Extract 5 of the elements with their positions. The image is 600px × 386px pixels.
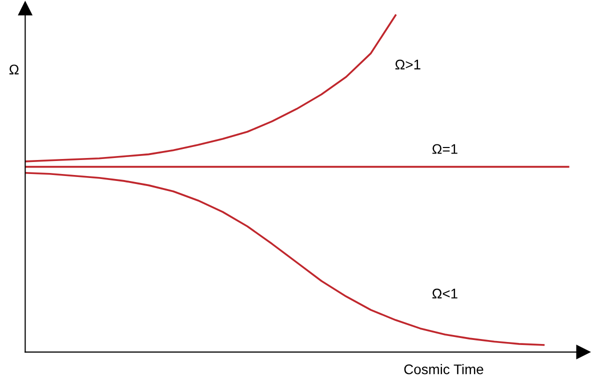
- x-axis-title: Cosmic Time: [404, 364, 484, 374]
- y-axis-title: Ω: [9, 64, 19, 74]
- series-label: Ω>1: [395, 60, 420, 70]
- text: Ω<1: [432, 288, 458, 298]
- series-label: Ω=1: [432, 144, 458, 154]
